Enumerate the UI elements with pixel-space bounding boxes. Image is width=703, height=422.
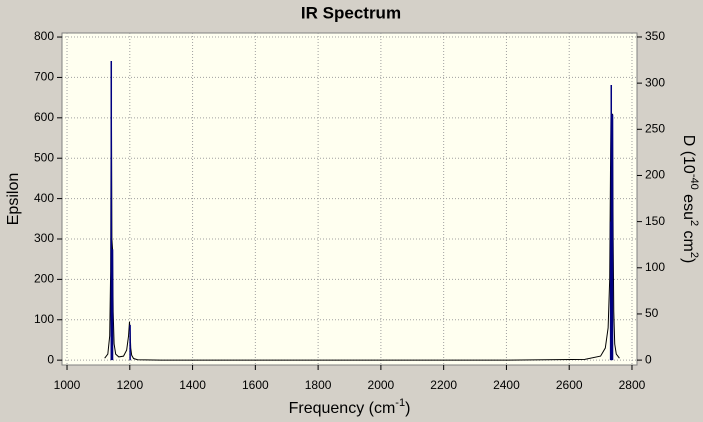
y-tick-label: 100: [34, 312, 54, 326]
y2-axis-label: D (10-40 esu2 cm2): [680, 135, 700, 264]
x-tick-label: 1200: [116, 378, 143, 392]
y-axis-label: Epsilon: [5, 173, 22, 225]
y-axis-label-part: Epsilon: [5, 173, 22, 225]
x-tick-label: 2400: [493, 378, 520, 392]
y-tick-label: 400: [34, 191, 54, 205]
x-axis-label-part: Frequency (cm: [289, 400, 396, 417]
y2-tick-label: 0: [645, 352, 652, 366]
y-tick-label: 700: [34, 70, 54, 84]
y2-axis-label-part: esu: [680, 190, 697, 220]
x-axis-label-part: ): [405, 400, 410, 417]
y2-axis-label-part: 2: [688, 252, 700, 258]
x-tick-label: 2600: [556, 378, 583, 392]
y-tick-label: 800: [34, 29, 54, 43]
x-tick-label: 1400: [179, 378, 206, 392]
y2-axis-label-part: ): [680, 258, 697, 263]
x-tick-label: 2200: [430, 378, 457, 392]
x-axis-label: Frequency (cm-1): [289, 397, 411, 417]
x-tick-label: 1000: [54, 378, 81, 392]
x-axis-label-part: -1: [395, 397, 405, 409]
y2-tick-label: 200: [645, 168, 665, 182]
x-tick-label: 2800: [619, 378, 646, 392]
y2-tick-label: 100: [645, 260, 665, 274]
y2-tick-label: 50: [645, 306, 659, 320]
y2-axis-label-part: 2: [688, 220, 700, 226]
y2-tick-label: 150: [645, 214, 665, 228]
x-tick-label: 1800: [305, 378, 332, 392]
y-tick-label: 0: [47, 352, 54, 366]
y-tick-label: 200: [34, 272, 54, 286]
y2-axis-label-part: -40: [688, 174, 700, 190]
y-tick-label: 600: [34, 110, 54, 124]
y2-tick-label: 300: [645, 75, 665, 89]
plot-area: [61, 32, 638, 366]
x-tick-label: 2000: [368, 378, 395, 392]
x-tick-label: 1600: [242, 378, 269, 392]
y2-axis-label-part: cm: [680, 226, 697, 252]
y-tick-label: 300: [34, 231, 54, 245]
y-tick-label: 500: [34, 150, 54, 164]
y2-axis-label-part: D (10: [680, 135, 697, 174]
y2-tick-label: 350: [645, 29, 665, 43]
chart-title: IR Spectrum: [301, 3, 401, 22]
y2-tick-label: 250: [645, 121, 665, 135]
